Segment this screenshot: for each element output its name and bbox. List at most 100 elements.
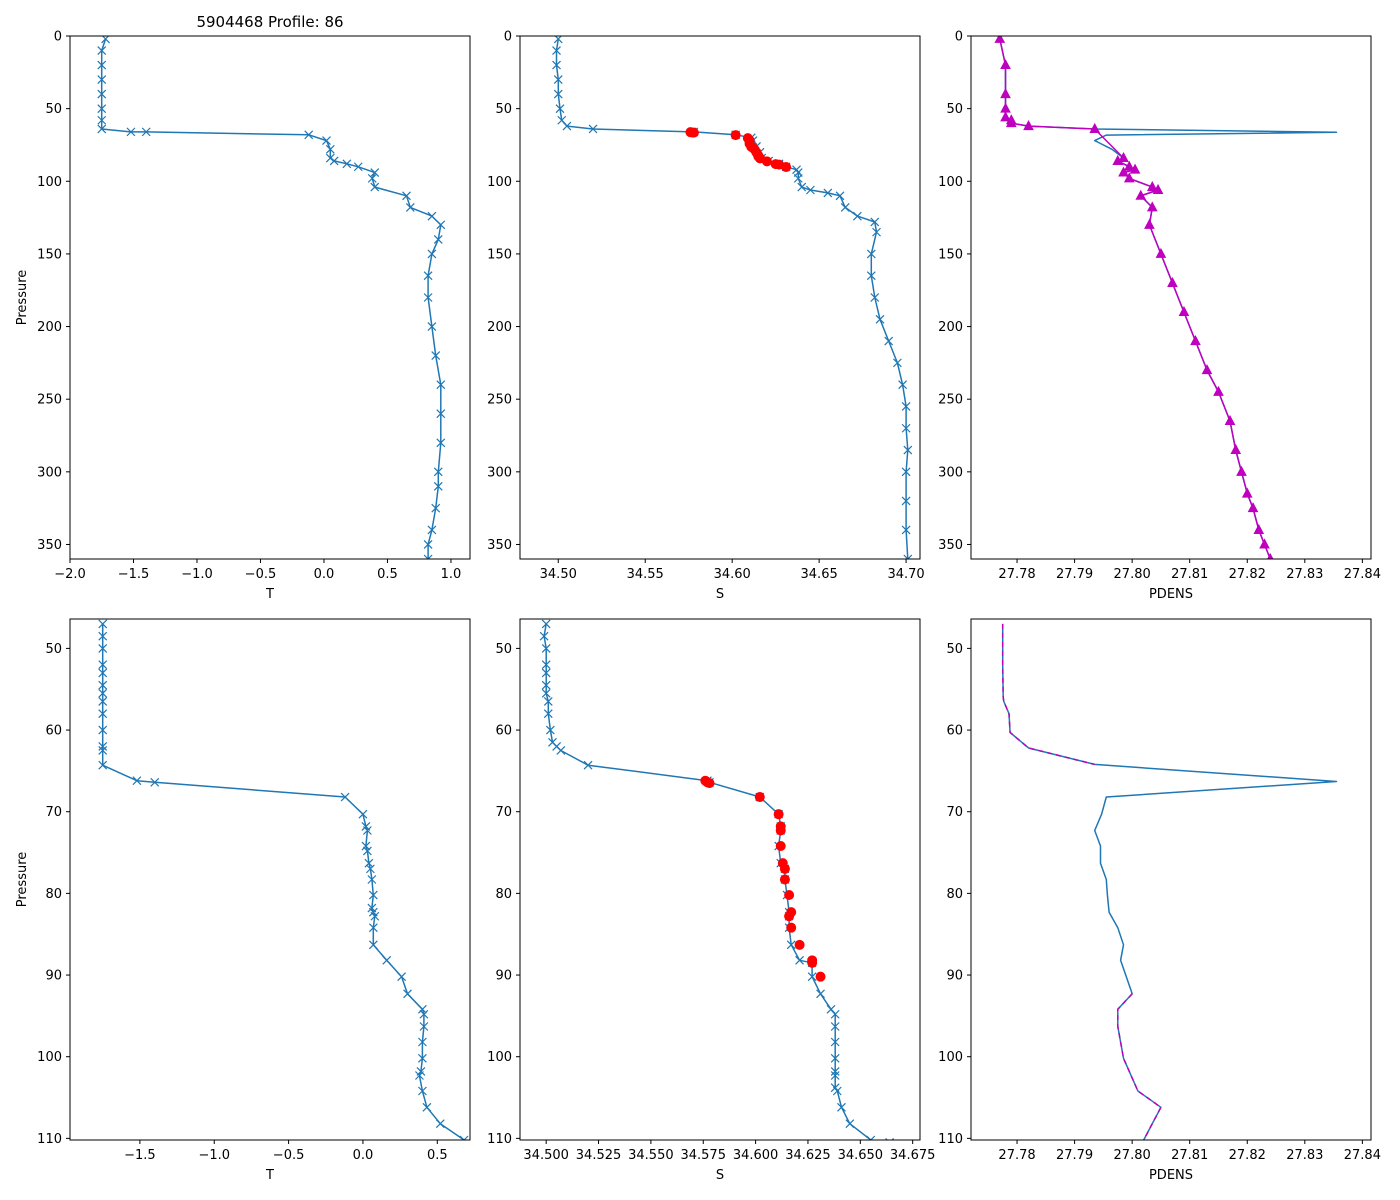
- x-marker: [417, 1037, 427, 1047]
- x-marker: [367, 875, 377, 884]
- x-marker: [370, 168, 380, 177]
- x-marker: [553, 89, 563, 99]
- x-marker: [322, 136, 331, 146]
- x-marker: [368, 940, 378, 950]
- x-marker: [141, 127, 151, 137]
- x-tick-label: 34.675: [890, 1148, 936, 1163]
- triangle-marker: [1267, 552, 1274, 559]
- x-tick-label: −0.5: [273, 1148, 305, 1163]
- triangle-marker: [1152, 183, 1164, 194]
- circle-marker: [779, 863, 790, 874]
- x-marker: [419, 1009, 429, 1019]
- x-tick-label: 27.78: [998, 567, 1035, 582]
- y-tick-label: 350: [938, 538, 963, 553]
- x-marker: [132, 776, 142, 786]
- x-marker: [553, 75, 563, 85]
- x-tick-label: 27.83: [1286, 1148, 1323, 1163]
- plot-area: [552, 36, 913, 559]
- triangle-marker: [1135, 189, 1147, 200]
- series-line: [1001, 623, 1095, 766]
- x-marker: [552, 46, 561, 55]
- x-tick-label: 0.0: [314, 567, 335, 582]
- triangle-marker: [1005, 117, 1017, 128]
- x-marker: [830, 1066, 840, 1076]
- triangle-marker: [1000, 111, 1011, 122]
- x-marker: [436, 220, 446, 230]
- x-marker: [541, 680, 551, 690]
- y-tick-label: 60: [45, 724, 62, 739]
- circle-marker: [794, 939, 805, 950]
- y-tick-label: 200: [938, 320, 963, 335]
- x-marker: [866, 271, 876, 281]
- x-axis-label: PDENS: [1149, 1168, 1193, 1183]
- x-tick-label: 27.79: [1056, 1148, 1093, 1163]
- x-marker: [901, 525, 911, 535]
- y-tick-label: 300: [938, 465, 963, 480]
- triangle-marker: [1129, 163, 1141, 174]
- axes-frame: [970, 618, 1372, 1141]
- x-marker: [423, 271, 433, 281]
- x-marker: [423, 293, 433, 302]
- x-marker: [97, 115, 107, 125]
- x-marker: [340, 792, 350, 802]
- x-marker: [419, 1022, 429, 1031]
- x-tick-label: 27.81: [1171, 1148, 1208, 1163]
- series-line: [101, 623, 465, 1140]
- x-tick-label: 34.625: [785, 1148, 831, 1163]
- x-tick-label: 27.80: [1114, 567, 1151, 582]
- x-marker: [541, 643, 551, 653]
- y-tick-label: 70: [495, 805, 512, 820]
- x-marker: [556, 746, 566, 755]
- x-marker: [872, 227, 881, 237]
- x-marker: [543, 697, 553, 706]
- x-tick-label: −1.0: [181, 567, 213, 582]
- x-marker: [903, 554, 913, 559]
- circle-marker: [688, 127, 699, 138]
- x-marker: [830, 1037, 840, 1047]
- x-marker: [436, 409, 446, 419]
- x-marker: [830, 1053, 840, 1063]
- axes-frame: [519, 35, 921, 560]
- x-tick-label: 27.81: [1171, 567, 1208, 582]
- triangle-marker: [1146, 181, 1158, 192]
- circle-marker: [761, 156, 772, 167]
- x-marker: [837, 1102, 846, 1112]
- panel-6: 27.78 27.79 27.80 27.81 27.82 27.83 27.84 50 60 7…: [938, 618, 1381, 1183]
- triangle-marker: [1155, 247, 1167, 258]
- y-tick-label: 60: [495, 724, 512, 739]
- axes-frame: [970, 35, 1372, 560]
- circle-marker: [730, 130, 741, 141]
- x-marker: [427, 211, 437, 221]
- series-PDENS-qc-2: [1117, 993, 1162, 1140]
- triangle-marker: [1213, 385, 1224, 396]
- y-tick-label: 100: [487, 175, 512, 190]
- series-line: [1117, 993, 1162, 1140]
- y-tick-label: 50: [45, 102, 62, 117]
- y-tick-label: 350: [487, 538, 512, 553]
- x-marker: [793, 173, 803, 183]
- x-marker: [433, 467, 443, 477]
- y-tick-label: 80: [495, 887, 512, 902]
- x-marker: [901, 496, 911, 506]
- plot-area: [98, 619, 469, 1140]
- y-tick-label: 300: [487, 465, 512, 480]
- triangle-marker: [1000, 88, 1011, 99]
- y-tick-label: 90: [495, 969, 512, 984]
- y-tick-label: 90: [45, 969, 62, 984]
- x-marker: [423, 540, 433, 549]
- x-marker: [901, 423, 911, 433]
- triangle-marker: [1224, 414, 1236, 425]
- x-marker: [358, 809, 368, 819]
- x-marker: [431, 503, 441, 513]
- triangle-marker: [1112, 154, 1124, 165]
- x-tick-label: 34.50: [540, 567, 577, 582]
- x-marker: [98, 760, 108, 770]
- x-marker: [555, 104, 565, 114]
- triangle-marker: [1167, 276, 1178, 287]
- x-tick-label: 34.550: [628, 1148, 674, 1163]
- x-tick-label: 34.575: [680, 1148, 726, 1163]
- y-tick-label: 60: [946, 724, 963, 739]
- x-marker: [325, 153, 335, 163]
- series-PDENS-qc: [1001, 623, 1095, 766]
